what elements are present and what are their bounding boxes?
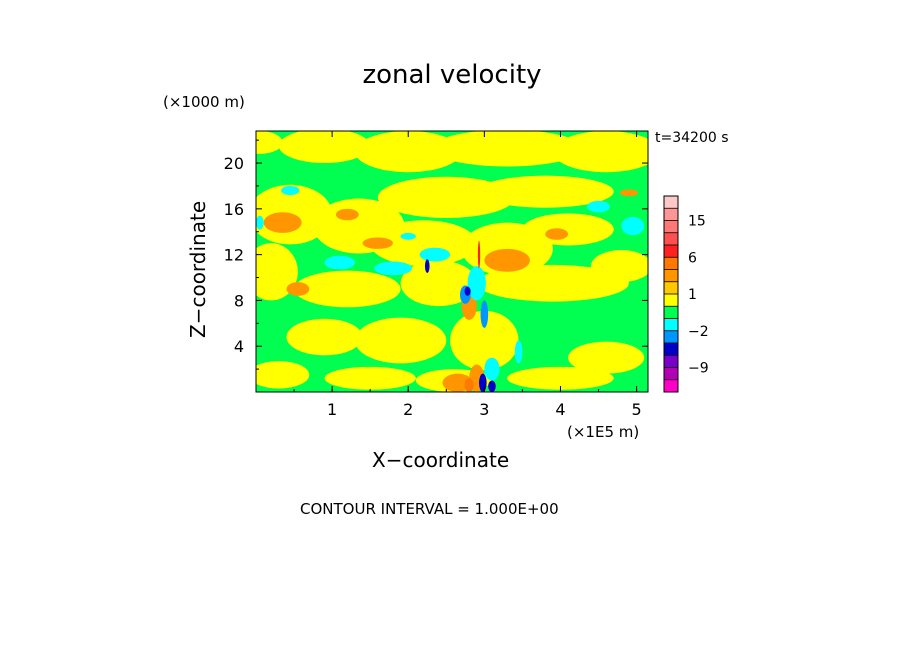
field-region-zero-plus: [294, 270, 401, 308]
field-region-plus-small: [362, 237, 394, 249]
x-tick-label: 5: [631, 400, 641, 419]
field-region-zero-plus: [507, 366, 614, 390]
y-tick-label: 4: [234, 337, 244, 356]
field-region-minus-small: [484, 357, 500, 381]
field-region-zero-plus: [400, 260, 477, 307]
y-axis: 4 8 12 16 20: [224, 139, 648, 370]
field-region-zero-plus: [256, 243, 298, 301]
field-region-minus-small: [621, 216, 645, 236]
y-tick-label: 16: [224, 200, 244, 219]
colorbar-frame: [663, 195, 679, 393]
field-region-plus-high: [477, 240, 481, 269]
field-region-plus-small: [619, 189, 639, 197]
field-region-zero-plus: [522, 213, 614, 246]
field-region-zero-plus: [450, 310, 519, 371]
colorbar-label: 15: [688, 214, 706, 230]
field-region-minus-high: [464, 286, 471, 296]
field-region-zero-plus: [552, 131, 648, 173]
chart-title: zonal velocity: [362, 60, 542, 90]
y-unit-label: (×1000 m): [163, 93, 245, 111]
field-region-minus-small: [281, 185, 300, 196]
time-label: t=34200 s: [655, 130, 729, 146]
field-region-zero-plus: [568, 341, 645, 374]
field-region-minus-small: [514, 340, 523, 364]
field-region-zero-plus: [476, 175, 614, 208]
colorbar-band: [664, 306, 678, 319]
y-tick-label: 20: [224, 154, 244, 173]
field-region-minus-mid: [480, 300, 489, 328]
field-region-minus-small: [256, 215, 264, 230]
colorbar-band: [664, 281, 678, 294]
field-region-zero-plus: [354, 317, 447, 364]
contour-interval-label: CONTOUR INTERVAL = 1.000E+00: [300, 500, 559, 518]
field-region-zero-plus: [354, 131, 462, 173]
colorbar-band: [664, 208, 678, 221]
x-tick-label: 4: [555, 400, 565, 419]
colorbar-label: −9: [688, 361, 709, 377]
field-region-zero-plus: [256, 361, 310, 389]
field-region-zero-plus: [590, 250, 648, 283]
colorbar-band: [664, 379, 678, 392]
field-region-minus-high: [488, 380, 496, 392]
colorbar-label: −2: [688, 324, 709, 340]
field-region-zero-plus: [278, 131, 371, 164]
field-region-minus-small: [419, 247, 451, 262]
colorbar-label: 6: [688, 250, 697, 266]
colorbar-band: [664, 245, 678, 258]
field-region-zero-plus: [324, 366, 416, 390]
colorbar-band: [664, 294, 678, 307]
field-region-minus-small: [324, 255, 355, 270]
x-axis: 1 2 3 4 5: [293, 131, 642, 419]
field-region-plus-small: [263, 212, 302, 233]
colorbar-band: [664, 196, 678, 209]
field-region-zero-plus: [256, 131, 283, 154]
plot-frame: [255, 130, 649, 393]
field-region-zero-plus: [476, 264, 629, 302]
field-region-minus-small: [400, 232, 416, 240]
x-tick-label: 1: [327, 400, 337, 419]
x-tick-label: 3: [479, 400, 489, 419]
field-region-minus-high: [424, 259, 430, 273]
field-region-plus-small: [286, 282, 310, 296]
colorbar-band: [664, 269, 678, 282]
colorbar-band: [664, 257, 678, 270]
colorbar: 15 6 1 −2 −9: [663, 195, 709, 393]
colorbar-label: 1: [688, 287, 697, 303]
field-region-plus-mid: [464, 378, 474, 392]
field-region-zero-plus: [431, 131, 584, 167]
field-region-plus-small: [335, 208, 359, 221]
colorbar-band: [664, 318, 678, 331]
field-region-minus-high: [479, 373, 487, 392]
colorbar-band: [664, 232, 678, 245]
field-region-minus-small: [467, 266, 486, 301]
x-axis-label: X−coordinate: [372, 448, 510, 472]
colorbar-band: [664, 330, 678, 343]
field-region-zero-plus: [286, 318, 363, 356]
x-tick-label: 2: [403, 400, 413, 419]
x-unit-label: (×1E5 m): [567, 423, 640, 441]
field-region-minus-small: [373, 261, 413, 276]
field-region-minus-small: [587, 200, 610, 213]
y-tick-label: 12: [224, 246, 244, 265]
colorbar-band: [664, 355, 678, 368]
velocity-field: [256, 131, 648, 392]
colorbar-band: [664, 220, 678, 233]
field-region-plus-small: [484, 248, 531, 272]
colorbar-band: [664, 343, 678, 356]
y-tick-label: 8: [234, 291, 244, 310]
colorbar-band: [664, 367, 678, 380]
field-region-plus-small: [545, 228, 569, 240]
